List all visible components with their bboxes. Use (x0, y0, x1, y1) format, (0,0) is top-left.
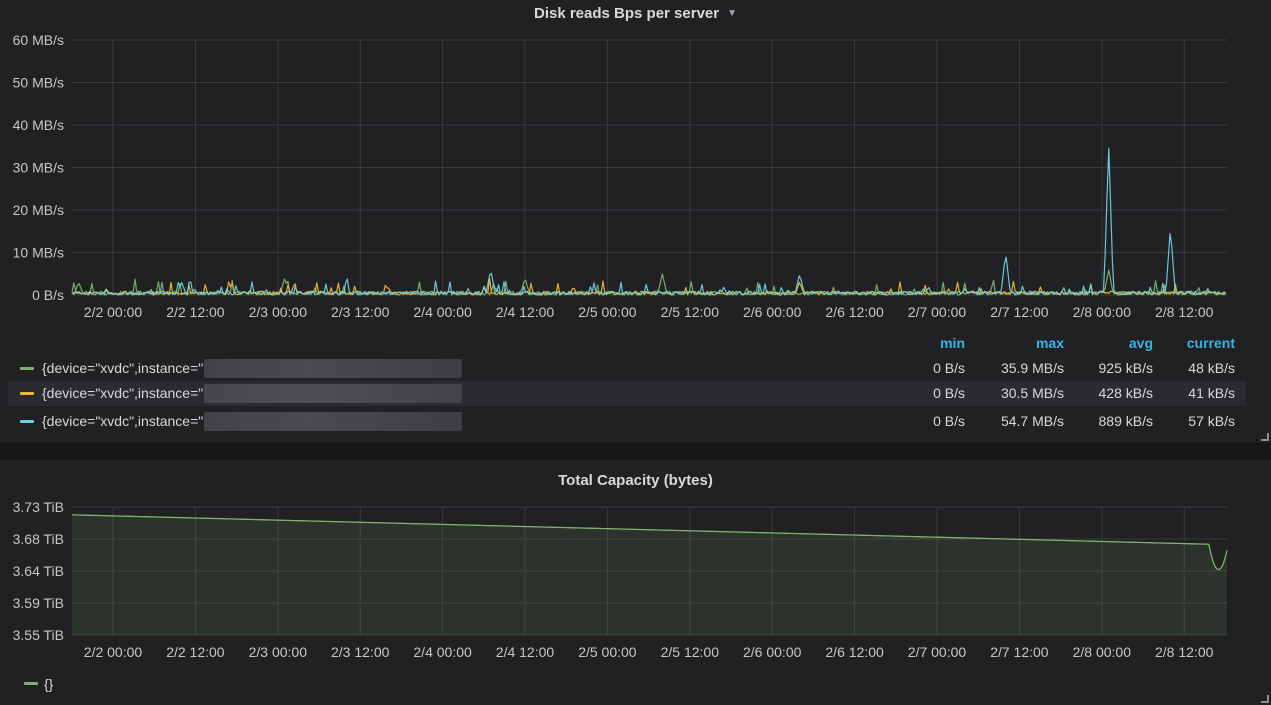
legend-header-min[interactable]: min (940, 335, 965, 351)
x-tick-label: 2/8 00:00 (1073, 644, 1132, 660)
caret-down-icon[interactable]: ▼ (727, 8, 737, 19)
y-tick-label: 3.59 TiB (13, 595, 64, 611)
y-tick-label: 10 MB/s (13, 245, 64, 261)
legend-max: 30.5 MB/s (1000, 385, 1064, 401)
x-tick-label: 2/8 00:00 (1073, 304, 1132, 320)
y-tick-label: 3.64 TiB (13, 563, 64, 579)
x-tick-label: 2/4 12:00 (496, 644, 555, 660)
x-tick-label: 2/6 00:00 (743, 304, 802, 320)
x-tick-label: 2/3 00:00 (249, 644, 308, 660)
capacity-line (72, 514, 1228, 571)
legend-min: 0 B/s (933, 413, 965, 429)
y-tick-label: 40 MB/s (13, 117, 64, 133)
x-tick-label: 2/8 12:00 (1155, 304, 1214, 320)
x-tick-label: 2/2 12:00 (166, 644, 225, 660)
redacted-instance (204, 412, 462, 431)
x-tick-label: 2/2 00:00 (84, 304, 143, 320)
legend-header-avg[interactable]: avg (1128, 335, 1153, 351)
legend-row[interactable]: {device="xvdc",instance=" 0 B/s 35.9 MB/… (8, 356, 1246, 381)
series-label[interactable]: {device="xvdc",instance=" (42, 360, 204, 376)
series-color-swatch[interactable] (20, 392, 34, 395)
total-capacity-panel: Total Capacity (bytes) 3.73 TiB 3.68 TiB 3… (0, 460, 1271, 705)
x-tick-label: 2/4 00:00 (413, 304, 472, 320)
x-tick-label: 2/8 12:00 (1155, 644, 1214, 660)
legend-current: 41 kB/s (1188, 385, 1235, 401)
x-tick-label: 2/7 00:00 (908, 644, 967, 660)
x-tick-label: 2/5 00:00 (578, 644, 637, 660)
x-tick-label: 2/7 00:00 (908, 304, 967, 320)
x-tick-label: 2/6 12:00 (825, 644, 884, 660)
legend-header-max[interactable]: max (1035, 335, 1064, 351)
legend-item[interactable]: {} (24, 676, 53, 692)
x-tick-label: 2/2 12:00 (166, 304, 225, 320)
redacted-instance (204, 359, 462, 378)
legend-min: 0 B/s (933, 385, 965, 401)
legend-avg: 889 kB/s (1098, 413, 1153, 429)
y-tick-label: 30 MB/s (13, 160, 64, 176)
legend-avg: 925 kB/s (1098, 360, 1153, 376)
x-tick-label: 2/2 00:00 (84, 644, 143, 660)
x-tick-label: 2/3 12:00 (331, 644, 390, 660)
series-line-yellow (71, 278, 1227, 296)
series-label[interactable]: {device="xvdc",instance=" (42, 413, 204, 429)
y-tick-label: 20 MB/s (13, 202, 64, 218)
panel-title[interactable]: Total Capacity (bytes) (558, 472, 713, 489)
series-label[interactable]: {} (44, 676, 54, 692)
x-tick-label: 2/7 12:00 (990, 644, 1049, 660)
y-tick-label: 50 MB/s (13, 75, 64, 91)
x-tick-label: 2/6 00:00 (743, 644, 802, 660)
legend-current: 57 kB/s (1188, 413, 1235, 429)
y-tick-label: 0 B/s (32, 287, 64, 303)
series-label[interactable]: {device="xvdc",instance=" (42, 385, 204, 401)
disk-reads-panel: Disk reads Bps per server ▼ 60 MB/s 50 MB/… (0, 0, 1271, 443)
total-capacity-chart[interactable]: 3.73 TiB 3.68 TiB 3.64 TiB 3.59 TiB 3.55 TiB… (0, 460, 1271, 670)
x-tick-label: 2/7 12:00 (990, 304, 1049, 320)
x-tick-label: 2/5 12:00 (661, 304, 720, 320)
y-tick-label: 60 MB/s (13, 32, 64, 48)
x-tick-label: 2/5 12:00 (661, 644, 720, 660)
x-tick-label: 2/4 00:00 (413, 644, 472, 660)
legend-header-current[interactable]: current (1186, 335, 1235, 351)
series-color-swatch[interactable] (20, 367, 34, 370)
legend-row[interactable]: {device="xvdc",instance=" 0 B/s 54.7 MB/… (8, 409, 1246, 434)
y-tick-label: 3.73 TiB (13, 499, 64, 515)
y-tick-label: 3.68 TiB (13, 531, 64, 547)
disk-reads-chart[interactable]: 60 MB/s 50 MB/s 40 MB/s 30 MB/s 20 MB/s 10 MB… (0, 0, 1271, 330)
series-line-cyan (71, 147, 1227, 296)
panel-resize-handle[interactable] (1261, 695, 1269, 703)
x-tick-label: 2/3 00:00 (249, 304, 308, 320)
panel-title[interactable]: Disk reads Bps per server ▼ (533, 5, 737, 22)
legend-current: 48 kB/s (1188, 360, 1235, 376)
x-tick-label: 2/4 12:00 (496, 304, 555, 320)
panel-resize-handle[interactable] (1261, 433, 1269, 441)
redacted-instance (204, 384, 462, 403)
y-tick-label: 3.55 TiB (13, 627, 64, 643)
legend-row[interactable]: {device="xvdc",instance=" 0 B/s 30.5 MB/… (8, 381, 1246, 406)
legend-avg: 428 kB/s (1098, 385, 1153, 401)
x-tick-label: 2/6 12:00 (825, 304, 884, 320)
series-color-swatch[interactable] (20, 420, 34, 423)
legend-max: 54.7 MB/s (1000, 413, 1064, 429)
capacity-area-fill (72, 514, 1227, 635)
series-color-swatch[interactable] (24, 682, 38, 685)
legend-max: 35.9 MB/s (1000, 360, 1064, 376)
legend-min: 0 B/s (933, 360, 965, 376)
x-tick-label: 2/5 00:00 (578, 304, 637, 320)
x-tick-label: 2/3 12:00 (331, 304, 390, 320)
